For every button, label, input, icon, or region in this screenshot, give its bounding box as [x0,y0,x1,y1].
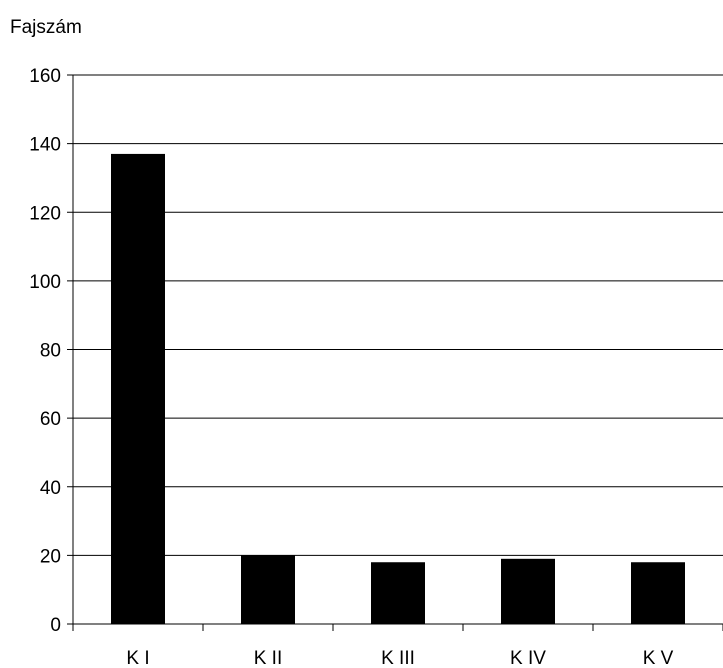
y-tick-label: 120 [29,203,61,224]
y-tick-label: 100 [29,272,61,293]
x-tick-label: K I [126,648,149,668]
y-tick-label: 60 [40,409,61,430]
x-tick-label: K IV [510,648,546,668]
y-axis-title: Fajszám [10,17,82,38]
y-tick-label: 80 [40,341,61,362]
x-tick-label: K III [381,648,415,668]
gridlines [73,74,723,556]
bar-3 [371,562,425,624]
y-tick-label: 20 [40,546,61,567]
y-tick-label: 0 [50,615,61,636]
bar-4 [501,558,555,624]
x-tick-labels: K I K II K III K IV K V [126,648,673,668]
x-tick-label: K II [254,648,283,668]
bar-2 [241,555,295,624]
y-tick-label: 40 [40,478,61,499]
y-tick-label: 140 [29,135,61,156]
axes [67,74,723,631]
bar-1 [111,153,165,624]
bars [111,153,685,624]
y-tick-label: 160 [29,66,61,87]
bar-5 [631,562,685,624]
y-tick-labels: 0 20 40 60 80 100 120 140 160 [29,66,61,636]
x-tick-label: K V [643,648,674,668]
